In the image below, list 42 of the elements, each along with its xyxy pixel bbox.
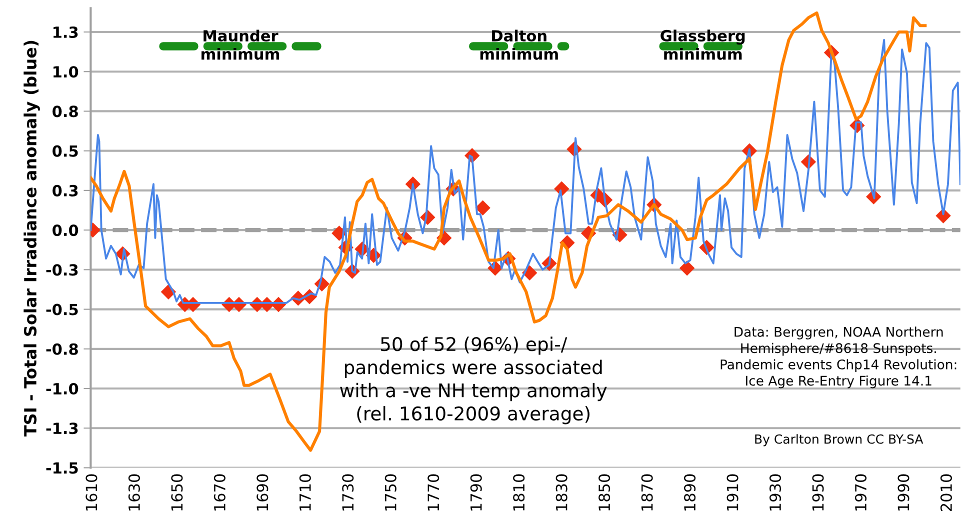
y-tick-label: 1.3 <box>54 26 78 38</box>
x-tick-label: 2010 <box>940 474 952 512</box>
series-label: Glassberg minimum <box>660 30 745 60</box>
series-label: Maunder minimum <box>202 30 280 60</box>
y-tick-label: 1.0 <box>54 66 78 78</box>
x-tick-label: 1930 <box>769 474 782 510</box>
x-tick-label: 1730 <box>342 474 354 510</box>
x-tick-label: 1610 <box>86 474 98 510</box>
y-tick-label: 0.0 <box>52 224 78 236</box>
x-tick-label: 1850 <box>598 474 610 510</box>
y-tick-label: -0.3 <box>46 264 78 276</box>
y-tick-label: -1.5 <box>46 462 78 474</box>
x-tick-label: 1810 <box>513 474 525 510</box>
x-tick-label: 1790 <box>470 474 482 510</box>
x-tick-label: 1670 <box>214 474 226 510</box>
y-tick-label: -1.0 <box>46 382 78 395</box>
y-tick-label: -1.3 <box>46 422 78 434</box>
x-tick-label: 1770 <box>428 474 440 510</box>
y-tick-label: -0.5 <box>46 304 78 316</box>
point <box>475 200 490 216</box>
point <box>679 260 695 276</box>
x-tick-label: 1990 <box>898 474 910 510</box>
y-axis-title: TSI - Total Solar Irradiance anomaly (blue) <box>24 40 40 436</box>
x-tick-label: 1910 <box>726 474 738 510</box>
x-tick-label: 1690 <box>256 474 268 510</box>
x-tick-label: 1830 <box>556 474 568 510</box>
annotation: Data: Berggren, NOAA Northern Hemisphere/#8618 Sunspots. Pandemic events Chp14 Revolution: Ice Age Re-Entry Figure 14.1 <box>720 326 956 388</box>
x-tick-label: 1970 <box>854 474 867 510</box>
y-tick-label: 0.3 <box>52 184 78 196</box>
annotation: 50 of 52 (96%) epi-/ pandemics were associated with a -ve NH temp anomaly (rel. 1610-2009 average) <box>340 336 607 424</box>
x-tick-label: 1890 <box>684 474 696 510</box>
annotation: By Carlton Brown CC BY-SA <box>755 434 924 446</box>
x-tick-label: 1630 <box>128 474 140 510</box>
y-tick-label: -0.8 <box>46 343 78 355</box>
x-tick-label: 1750 <box>384 474 396 510</box>
x-tick-label: 1650 <box>171 474 183 510</box>
x-tick-label: 1950 <box>812 474 824 510</box>
y-tick-label: 0.8 <box>52 106 78 118</box>
x-tick-label: 1870 <box>641 474 653 510</box>
x-tick-label: 1710 <box>299 474 311 510</box>
series-label: Dalton minimum <box>480 30 558 60</box>
y-tick-label: 0.5 <box>52 145 78 157</box>
